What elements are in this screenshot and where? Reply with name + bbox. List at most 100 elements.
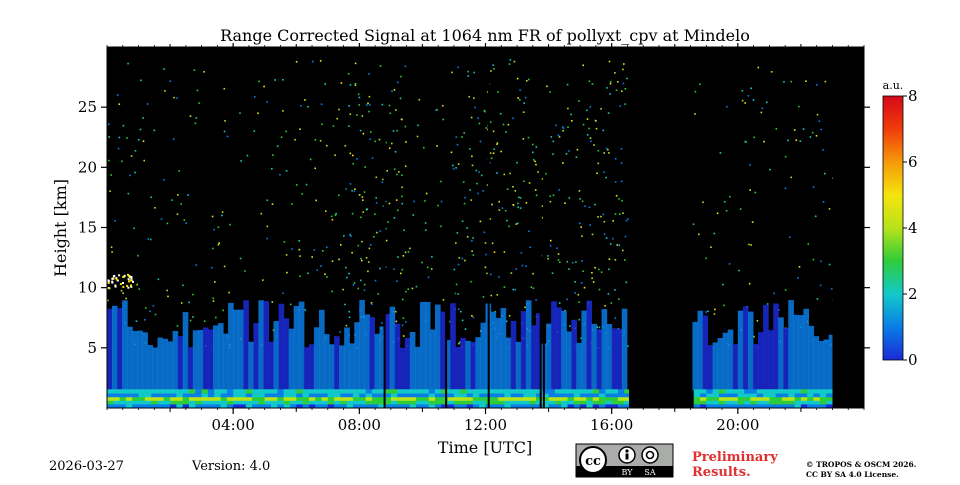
boundary-layer-cell	[472, 400, 480, 405]
boundary-layer-cell	[334, 404, 341, 408]
noise-point	[707, 310, 709, 313]
noise-point	[286, 271, 288, 274]
boundary-layer-cell	[226, 397, 234, 402]
noise-point	[365, 257, 368, 259]
noise-point	[491, 203, 493, 206]
haze-column	[187, 347, 194, 390]
noise-point	[748, 282, 751, 285]
noise-point	[566, 260, 568, 263]
boundary-layer-cell	[308, 404, 316, 408]
haze-column	[344, 327, 350, 390]
noise-point	[397, 209, 399, 212]
boundary-layer-cell	[819, 389, 827, 394]
noise-point	[773, 292, 775, 295]
noise-point	[381, 181, 384, 184]
boundary-layer-cell	[693, 389, 701, 394]
boundary-layer-cell	[763, 404, 770, 408]
noise-point	[375, 202, 378, 204]
noise-point	[729, 195, 731, 198]
noise-point	[824, 80, 827, 83]
noise-point	[541, 216, 544, 219]
boundary-layer-cell	[397, 393, 405, 398]
boundary-layer-cell	[144, 400, 152, 405]
noise-point	[149, 238, 152, 241]
noise-point	[357, 287, 360, 290]
haze-column	[813, 336, 820, 390]
noise-point	[345, 266, 347, 269]
noise-point	[361, 240, 363, 243]
noise-point	[489, 218, 491, 220]
noise-point	[221, 214, 223, 217]
noise-point	[282, 79, 284, 81]
noise-point	[798, 266, 801, 268]
boundary-layer-cell	[706, 400, 714, 405]
noise-point	[527, 136, 530, 139]
noise-point	[461, 220, 464, 223]
noise-point	[435, 109, 437, 111]
boundary-layer-cell	[611, 404, 619, 408]
noise-point	[452, 164, 454, 167]
boundary-layer-cell	[176, 393, 184, 398]
boundary-layer-cell	[586, 404, 594, 408]
boundary-layer-cell	[359, 393, 367, 398]
boundary-layer-signal	[107, 389, 833, 408]
noise-point	[314, 139, 317, 141]
noise-point	[133, 227, 135, 230]
noise-point	[624, 103, 626, 105]
noise-point	[567, 126, 569, 128]
haze-column	[339, 345, 345, 390]
boundary-layer-cell	[618, 400, 625, 405]
noise-point	[575, 261, 577, 263]
boundary-layer-cell	[283, 397, 291, 402]
noise-point	[442, 299, 445, 301]
noise-point	[571, 120, 573, 122]
boundary-layer-cell	[302, 389, 310, 394]
noise-point	[407, 288, 409, 290]
license-badge: cc BY SA	[575, 443, 674, 478]
boundary-layer-cell	[189, 397, 196, 402]
noise-point	[482, 190, 484, 192]
lower-troposphere-signal	[107, 299, 835, 390]
boundary-layer-cell	[775, 400, 783, 405]
boundary-layer-cell	[454, 397, 461, 402]
noise-point	[319, 140, 322, 142]
boundary-layer-cell	[567, 404, 575, 408]
noise-point	[471, 240, 473, 242]
noise-point	[180, 203, 182, 205]
noise-point	[492, 152, 495, 154]
noise-point	[212, 247, 214, 250]
boundary-layer-cell	[580, 397, 587, 402]
noise-point	[457, 66, 459, 69]
noise-point	[819, 284, 822, 287]
boundary-layer-cell	[800, 389, 808, 394]
noise-point	[338, 194, 340, 196]
boundary-layer-cell	[258, 397, 266, 402]
noise-point	[512, 204, 514, 206]
boundary-layer-cell	[151, 393, 159, 398]
boundary-layer-cell	[428, 393, 436, 398]
boundary-layer-cell	[542, 393, 550, 398]
noise-point	[375, 176, 378, 179]
colorbar-tick-label: 0	[908, 351, 918, 369]
boundary-layer-cell	[308, 389, 316, 394]
noise-point	[557, 134, 560, 137]
noise-point	[460, 310, 462, 313]
cloud-point	[119, 283, 122, 286]
boundary-layer-cell	[693, 400, 701, 405]
noise-point	[570, 113, 572, 116]
boundary-layer-cell	[283, 393, 291, 398]
noise-point	[467, 70, 469, 73]
haze-column	[753, 344, 759, 390]
boundary-layer-cell	[561, 400, 569, 405]
noise-point	[194, 122, 197, 125]
boundary-layer-cell	[296, 404, 304, 408]
noise-point	[750, 87, 752, 90]
noise-point	[490, 70, 492, 72]
noise-point	[698, 233, 700, 236]
noise-point	[307, 272, 309, 275]
noise-point	[371, 303, 373, 305]
no-data-band	[629, 47, 693, 408]
boundary-layer-cell	[365, 397, 373, 402]
noise-point	[296, 184, 298, 186]
noise-point	[326, 276, 328, 278]
